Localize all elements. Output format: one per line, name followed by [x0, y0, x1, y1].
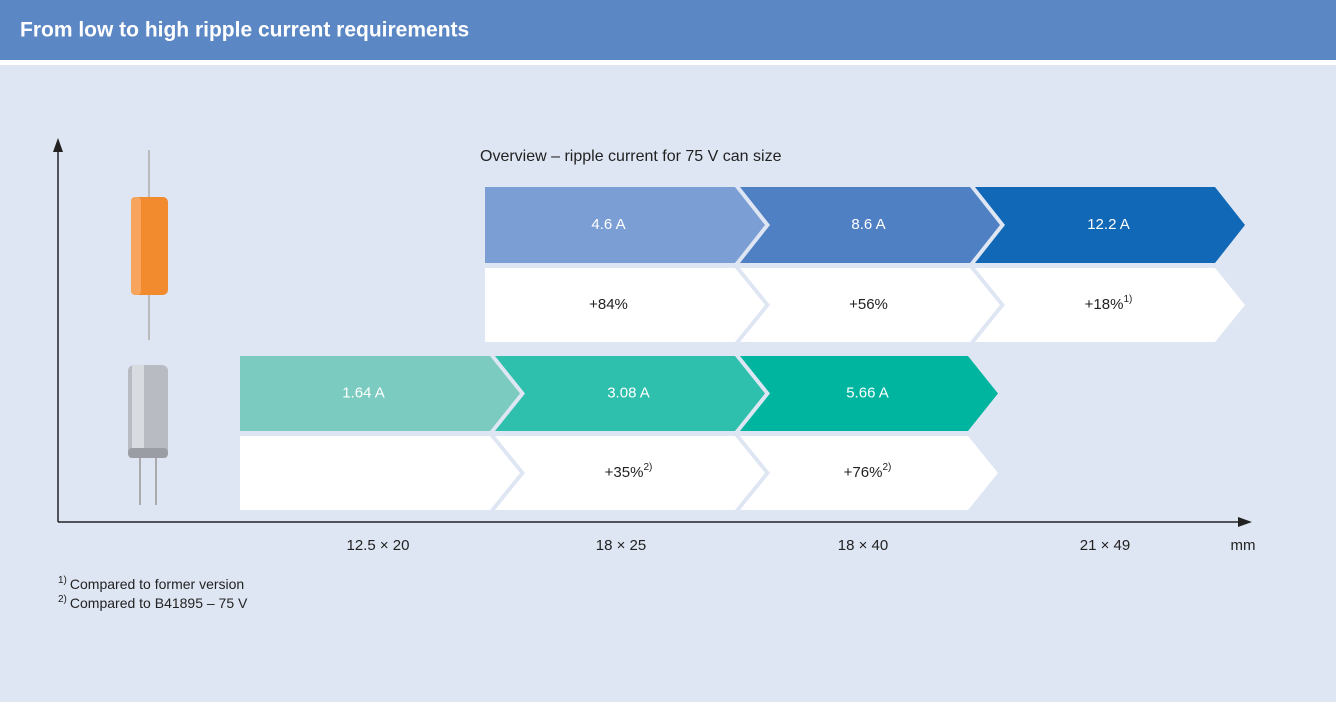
- chevron-white: [240, 436, 520, 510]
- change-value: +35%: [605, 464, 644, 481]
- page: From low to high ripple current requirem…: [0, 0, 1336, 702]
- current-label: 5.66 A: [846, 384, 889, 401]
- current-label: 3.08 A: [607, 384, 650, 401]
- footnote: 2)Compared to B41895 – 75 V: [58, 594, 248, 611]
- footnote: 1)Compared to former version: [58, 575, 244, 592]
- note-mark: 2): [643, 462, 652, 473]
- change-value: +76%: [844, 464, 883, 481]
- change-value: +18%: [1085, 296, 1124, 313]
- x-label: 12.5 × 20: [347, 537, 410, 554]
- current-label: 12.2 A: [1087, 216, 1130, 233]
- change-value: +56%: [849, 296, 888, 313]
- footnote-mark: 1): [58, 575, 67, 586]
- change-label: +84%: [589, 296, 628, 313]
- change-value: +84%: [589, 296, 628, 313]
- note-mark: 1): [1123, 294, 1132, 305]
- subtitle: Overview – ripple current for 75 V can s…: [480, 148, 782, 165]
- x-label: 21 × 49: [1080, 537, 1130, 554]
- x-label: 18 × 40: [838, 537, 888, 554]
- current-label: 8.6 A: [851, 216, 885, 233]
- header-rule: [0, 60, 1336, 65]
- current-label: 1.64 A: [342, 384, 385, 401]
- header-title: From low to high ripple current requirem…: [20, 19, 469, 42]
- current-label: 4.6 A: [591, 216, 625, 233]
- note-mark: 2): [882, 462, 891, 473]
- footnote-mark: 2): [58, 594, 67, 605]
- x-label: 18 × 25: [596, 537, 646, 554]
- change-label: +56%: [849, 296, 888, 313]
- footnote-text: Compared to B41895 – 75 V: [70, 595, 248, 611]
- x-unit: mm: [1231, 537, 1256, 554]
- footnote-text: Compared to former version: [70, 576, 244, 592]
